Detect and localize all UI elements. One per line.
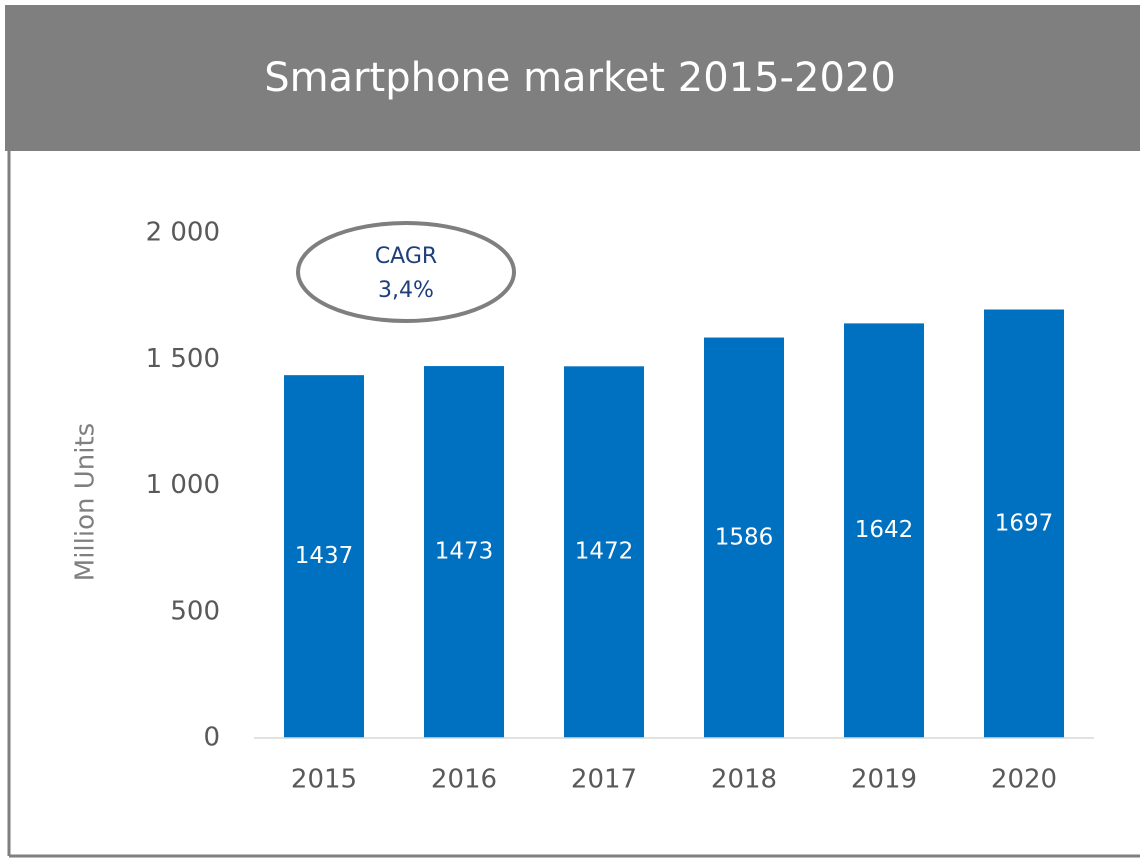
x-tick-label: 2016	[431, 765, 497, 795]
data-label: 1437	[295, 543, 354, 569]
y-tick-label: 0	[203, 723, 220, 753]
bar	[844, 323, 924, 738]
data-label: 1586	[715, 524, 774, 550]
y-tick-label: 1 500	[146, 344, 220, 374]
bar	[704, 337, 784, 738]
annotation-text: CAGR	[375, 244, 437, 269]
annotation-text: 3,4%	[378, 278, 434, 303]
y-tick-label: 2 000	[146, 218, 220, 248]
x-tick-label: 2019	[851, 765, 917, 795]
y-tick-label: 1 000	[146, 470, 220, 500]
x-tick-label: 2017	[571, 765, 637, 795]
chart-title: Smartphone market 2015-2020	[264, 55, 896, 101]
bar	[284, 375, 364, 738]
annotation-ellipse	[296, 221, 516, 323]
bar	[984, 309, 1064, 738]
data-label: 1472	[575, 539, 634, 565]
x-tick-label: 2020	[991, 765, 1057, 795]
bar	[564, 366, 644, 738]
y-tick-label: 500	[170, 596, 220, 626]
x-tick-label: 2015	[291, 765, 357, 795]
y-axis-title: Million Units	[71, 423, 101, 581]
data-label: 1697	[995, 510, 1054, 536]
header-band	[5, 5, 1140, 151]
data-label: 1642	[855, 517, 914, 543]
x-tick-label: 2018	[711, 765, 777, 795]
bar	[424, 366, 504, 738]
data-label: 1473	[435, 539, 494, 565]
